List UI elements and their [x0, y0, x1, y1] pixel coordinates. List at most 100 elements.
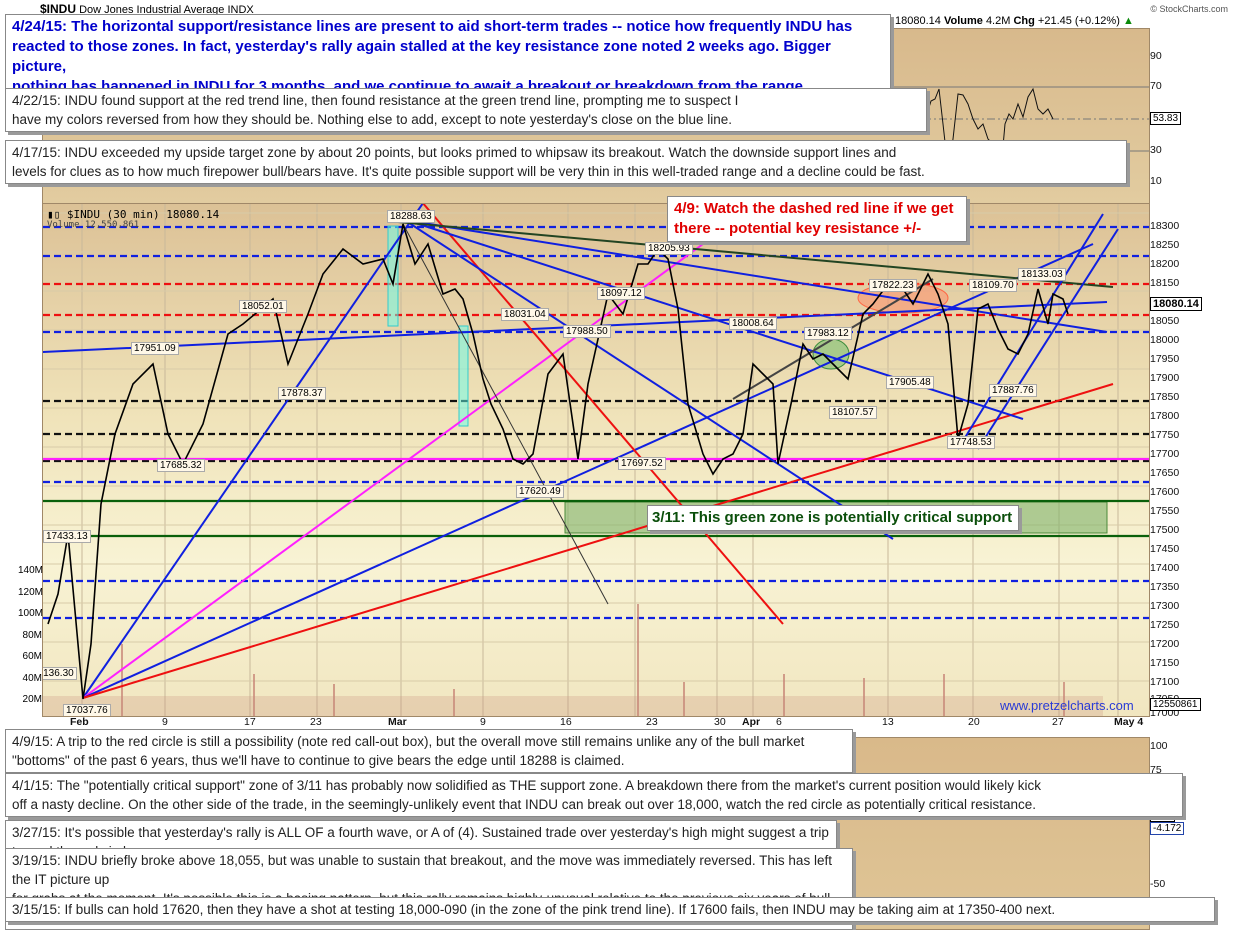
up-arrow-icon: ▲: [1122, 15, 1134, 27]
price-tick: 18300: [1150, 220, 1180, 232]
symbol-name: Dow Jones Industrial Average INDX: [79, 4, 254, 16]
rsi-tick: 30: [1150, 144, 1162, 156]
swing-label: 18205.93: [645, 242, 693, 255]
price-tick: 17850: [1150, 391, 1180, 403]
symbol: $INDU: [40, 2, 77, 16]
price-tick: 17600: [1150, 486, 1180, 498]
x-tick: 13: [882, 716, 894, 728]
swing-label: 18052.01: [239, 300, 287, 313]
swing-label: 17983.12: [804, 327, 852, 340]
note-4-1-15: 4/1/15: The "potentially critical suppor…: [5, 773, 1183, 817]
price-tick: 17800: [1150, 410, 1180, 422]
price-tick: 17500: [1150, 524, 1180, 536]
price-tick: 17200: [1150, 638, 1180, 650]
price-tick: 18250: [1150, 239, 1180, 251]
price-tick: 18150: [1150, 277, 1180, 289]
swing-label: 17905.48: [886, 376, 934, 389]
swing-label: 17685.32: [157, 459, 205, 472]
swing-label: 18133.03: [1018, 268, 1066, 281]
candlestick-icon: ▮▯: [47, 208, 67, 221]
x-tick: 9: [162, 716, 168, 728]
swing-label: 18031.04: [501, 308, 549, 321]
swing-label: 17433.13: [43, 530, 91, 543]
volume-label: Volume: [943, 15, 983, 27]
swing-label: 18107.57: [829, 406, 877, 419]
rsi-tick: 10: [1150, 175, 1162, 187]
swing-label: 17878.37: [278, 387, 326, 400]
swing-label: 17822.23: [869, 279, 917, 292]
price-tick: 17100: [1150, 676, 1180, 688]
watermark: www.pretzelcharts.com: [1000, 698, 1134, 713]
volume-value: 4.2M: [985, 15, 1011, 27]
x-tick: 20: [968, 716, 980, 728]
quote-last: 18080.14: [895, 15, 941, 27]
note-4-22-15: 4/22/15: INDU found support at the red t…: [5, 88, 927, 132]
note-3-15-15: 3/15/15: If bulls can hold 17620, then t…: [5, 897, 1215, 922]
price-tick: 18200: [1150, 258, 1180, 270]
swing-label: 17951.09: [131, 342, 179, 355]
volume-tick: 20M: [22, 694, 42, 705]
swing-label: 18008.64: [729, 317, 777, 330]
note-4-9-15: 4/9/15: A trip to the red circle is stil…: [5, 729, 853, 773]
price-tick: 17450: [1150, 543, 1180, 555]
last-price-tag: 18080.14: [1150, 297, 1202, 311]
price-tick: 17550: [1150, 505, 1180, 517]
swing-label: 17887.76: [989, 384, 1037, 397]
x-tick: 30: [714, 716, 726, 728]
swing-label: 18097.12: [597, 287, 645, 300]
x-tick: 17: [244, 716, 256, 728]
price-tick: 17650: [1150, 467, 1180, 479]
volume-y-axis: 140M 120M 100M 80M 60M 40M 20M: [18, 560, 44, 711]
volume-tag: 12550861: [1150, 698, 1201, 711]
quote-bar: 18080.14 Volume 4.2M Chg +21.45 (+0.12%)…: [895, 15, 1134, 27]
legend-title-text: $INDU (30 min) 18080.14: [66, 208, 220, 221]
chg-value: +21.45 (+0.12%): [1037, 15, 1120, 27]
price-tick: 17950: [1150, 353, 1180, 365]
x-tick: 23: [646, 716, 658, 728]
swing-label: 17620.49: [516, 485, 564, 498]
x-tick: 23: [310, 716, 322, 728]
price-tick: 17150: [1150, 657, 1180, 669]
volume-tick: 100M: [18, 608, 44, 619]
copyright: © StockCharts.com: [1150, 4, 1228, 14]
osc-tag-2: -4.172: [1150, 822, 1185, 835]
osc-tick: 75: [1150, 764, 1162, 776]
x-tick: 6: [776, 716, 782, 728]
volume-tick: 80M: [22, 629, 42, 641]
swing-label: 17136.30: [43, 667, 77, 680]
swing-label: 17697.52: [618, 457, 666, 470]
price-tick: 17350: [1150, 581, 1180, 593]
x-tick: Apr: [742, 716, 761, 728]
note-4-9-red-callout: 4/9: Watch the dashed red line if we get…: [667, 196, 967, 242]
osc-tick: -50: [1150, 878, 1166, 890]
price-legend-volume: Volume 12,550,861: [47, 220, 140, 230]
price-tick: 17750: [1150, 429, 1180, 441]
x-tick: Feb: [70, 716, 89, 728]
rsi-last-value-tag: 53.83: [1150, 112, 1182, 125]
price-tick: 17400: [1150, 562, 1180, 574]
swing-label: 17748.53: [947, 436, 995, 449]
rsi-tick: 90: [1150, 50, 1162, 62]
volume-tick: 120M: [18, 586, 44, 598]
price-tick: 17700: [1150, 448, 1180, 460]
x-tick: 27: [1052, 716, 1064, 728]
x-tick: 16: [560, 716, 572, 728]
price-tick: 17250: [1150, 619, 1180, 631]
osc-tick: 100: [1150, 740, 1168, 752]
price-tick: 18050: [1150, 315, 1180, 327]
swing-label: 17037.76: [63, 704, 111, 716]
chart-title: $INDU Dow Jones Industrial Average INDX: [40, 2, 254, 16]
x-tick: 9: [480, 716, 486, 728]
price-tick: 18000: [1150, 334, 1180, 346]
chg-label: Chg: [1013, 15, 1035, 27]
x-tick: Mar: [388, 716, 407, 728]
rsi-tick: 70: [1150, 80, 1162, 92]
note-3-11-green-zone: 3/11: This green zone is potentially cri…: [647, 505, 1019, 531]
volume-tick: 140M: [18, 565, 44, 576]
volume-tick: 60M: [22, 651, 42, 662]
volume-tick: 40M: [22, 672, 42, 684]
note-4-17-15: 4/17/15: INDU exceeded my upside target …: [5, 140, 1127, 184]
price-panel: ▮▯ $INDU (30 min) 18080.14 Volume 12,550…: [42, 203, 1150, 717]
price-tick: 17300: [1150, 600, 1180, 612]
swing-label: 17988.50: [563, 325, 611, 338]
